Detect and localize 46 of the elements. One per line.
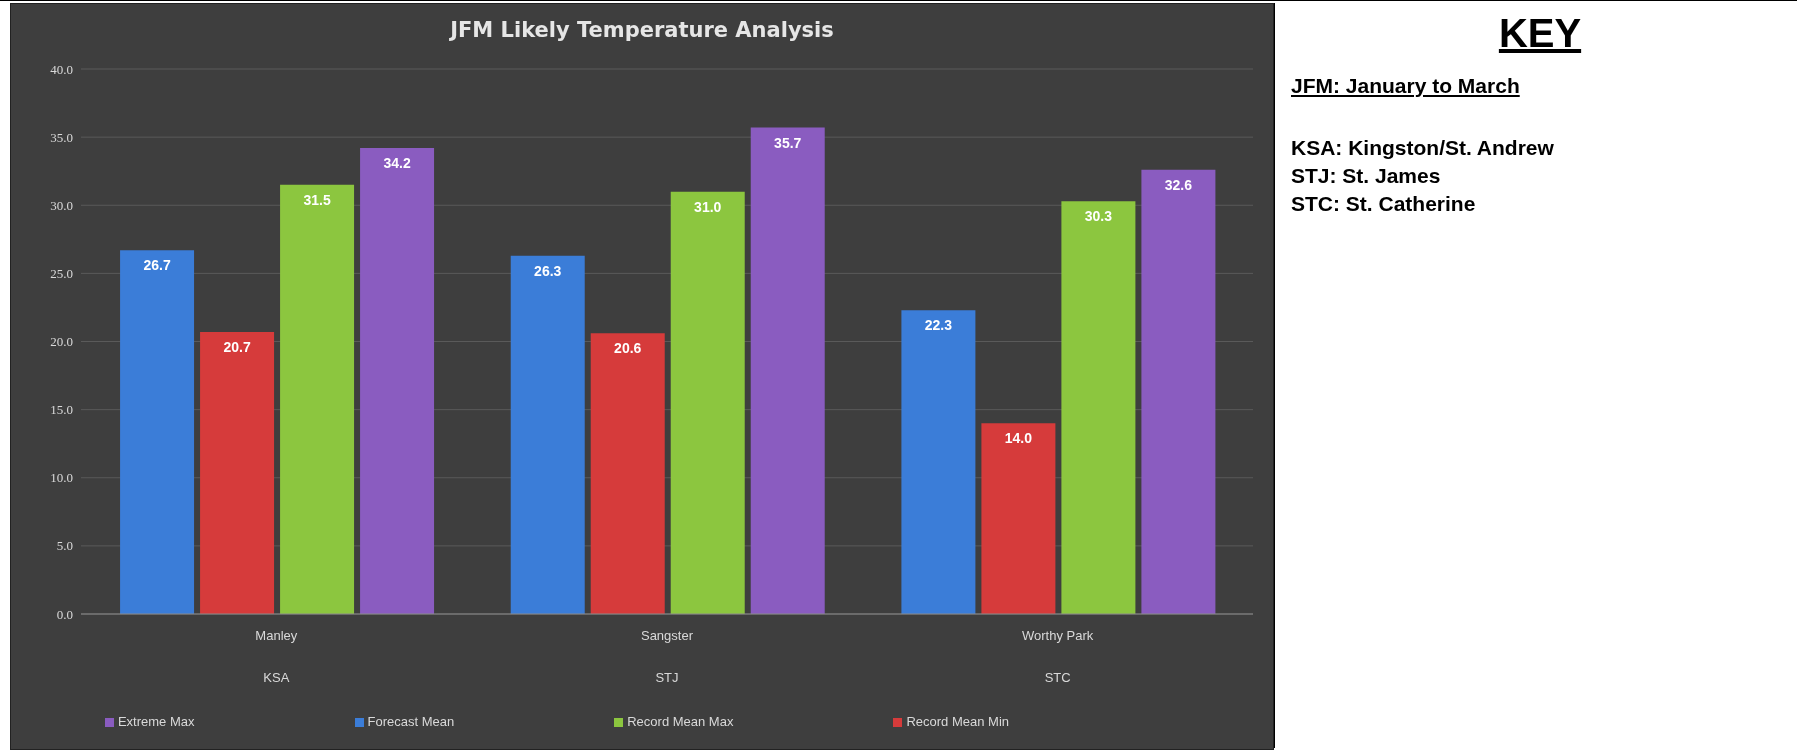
bar (590, 333, 665, 614)
legend-label: Record Mean Min (906, 714, 1010, 729)
text: JFM: January to March (1291, 74, 1521, 98)
y-tick-label: 10.0 (50, 470, 73, 486)
y-tick-label: 20.0 (50, 334, 73, 350)
text: STJ: St. James (1291, 164, 1442, 188)
y-tick-label: 5.0 (56, 538, 73, 554)
text: STC: St. Catherine (1291, 192, 1477, 216)
legend-label: Forecast Mean (367, 714, 455, 729)
data-label: 34.2 (383, 154, 411, 171)
bar (981, 423, 1056, 614)
data-label: 20.6 (614, 340, 642, 357)
bar (901, 310, 976, 614)
y-tick-label: 15.0 (50, 402, 73, 418)
bar (670, 191, 745, 614)
data-label: 32.6 (1164, 176, 1193, 193)
legend-label: Record Mean Max (627, 714, 734, 729)
data-label: 31.0 (694, 198, 722, 215)
category-label: Worthy Park STC (1022, 628, 1094, 685)
data-label: 30.3 (1084, 208, 1113, 225)
data-label: 26.7 (143, 257, 171, 274)
bar (1061, 201, 1136, 614)
legend-label: Extreme Max (117, 714, 195, 729)
chart-title: JFM Likely Temperature Analysis (448, 18, 835, 42)
bar (750, 127, 825, 614)
bar (1141, 169, 1216, 614)
y-tick-label: 0.0 (56, 606, 73, 622)
data-label: 26.3 (534, 262, 562, 279)
data-label: 31.5 (303, 191, 331, 208)
bar (200, 331, 275, 614)
y-tick-label: 25.0 (50, 265, 73, 281)
y-tick-label: 40.0 (50, 61, 73, 77)
text: KSA: Kingston/St. Andrew (1291, 136, 1555, 160)
bar (120, 250, 195, 614)
data-label: 14.0 (1004, 430, 1033, 447)
bar (360, 148, 435, 614)
category-label: Manley KSA (255, 628, 298, 685)
category-label: Sangster STJ (640, 628, 694, 685)
data-label: 35.7 (774, 134, 802, 151)
y-tick-label: 30.0 (50, 197, 73, 213)
data-label: 22.3 (924, 317, 953, 334)
text: KEY (1497, 11, 1583, 56)
bar (510, 255, 585, 614)
bar (280, 184, 355, 614)
data-label: 20.7 (223, 338, 251, 355)
y-tick-label: 35.0 (50, 129, 73, 145)
